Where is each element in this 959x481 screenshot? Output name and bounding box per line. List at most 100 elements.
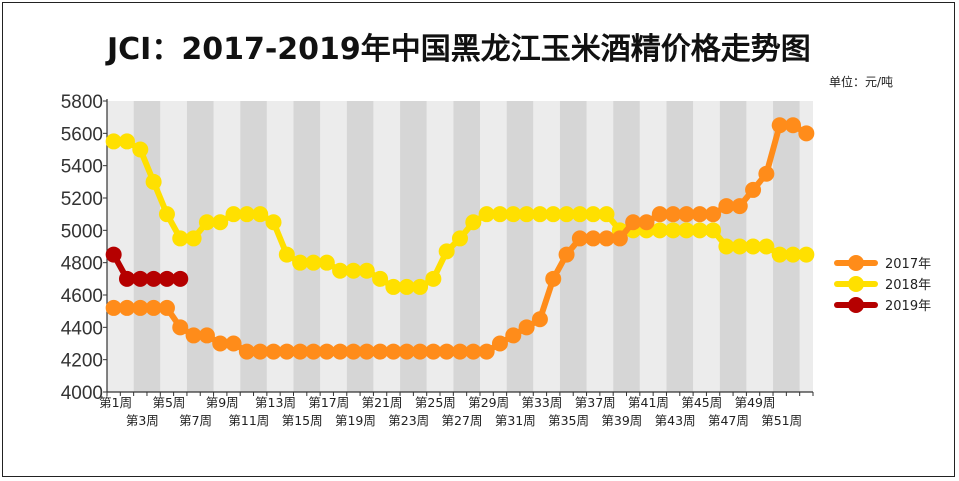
data-point [132,270,149,287]
data-point [638,214,655,231]
x-tick-label: 第37周 [575,395,616,410]
legend-item: 2018年 [834,276,931,293]
x-tick-label: 第15周 [282,413,323,428]
data-point [385,343,402,360]
grid-band [320,101,347,392]
data-point [665,206,682,223]
y-tick-label: 4600 [61,286,103,307]
data-point [145,173,162,190]
data-point [585,230,602,247]
data-point [531,206,548,223]
y-tick-label: 4200 [61,351,103,372]
data-point [691,222,708,239]
data-point [531,311,548,328]
series-layer [105,117,815,360]
x-tick-label: 第43周 [655,413,696,428]
grid-band [400,101,427,392]
data-point [345,262,362,279]
data-point [118,270,135,287]
data-point [105,246,122,263]
data-point [678,206,695,223]
data-point [718,198,735,215]
data-point [265,214,282,231]
x-tick-label: 第17周 [308,395,349,410]
data-point [438,343,455,360]
data-point [425,270,442,287]
data-point [545,206,562,223]
grid-band [639,101,667,392]
data-point [771,246,788,263]
data-point [105,299,122,316]
y-tick-label: 5400 [61,157,103,178]
legend-swatch-marker [848,255,864,271]
x-tick-label: 第19周 [335,413,376,428]
data-point [611,230,628,247]
y-tick-label: 5200 [61,189,103,210]
data-point [452,343,468,360]
x-tick-label: 第35周 [548,413,589,428]
data-point [145,299,162,316]
data-point [332,343,349,360]
data-point [158,206,175,223]
grid-band [240,101,267,392]
data-point [598,206,615,223]
data-point [665,222,682,239]
x-tick-label: 第23周 [388,413,429,428]
data-point [585,206,602,223]
data-point [372,270,389,287]
data-point [105,133,122,150]
data-point [545,270,562,287]
x-tick-label: 第47周 [708,413,749,428]
grid-band [293,101,321,392]
x-tick-label: 第39周 [601,413,642,428]
legend-label: 2019年 [885,299,931,314]
x-tick-label: 第27周 [442,413,483,428]
data-point [238,343,255,360]
legend-swatch-marker [848,297,864,313]
series-2018年 [105,133,815,295]
legend-item: 2017年 [834,255,931,272]
data-point [145,270,162,287]
grid-band [506,101,534,392]
data-point [265,343,282,360]
data-point [212,335,229,352]
data-point [385,278,402,295]
x-tick-label: 第7周 [179,413,212,428]
data-point [118,133,135,150]
data-point [678,222,695,239]
data-point [505,206,522,223]
data-point [212,214,229,231]
grid-band [533,101,560,392]
data-point [465,214,482,231]
data-point [518,206,535,223]
data-point [332,262,349,279]
y-tick-label: 5000 [61,221,103,242]
x-tick-label: 第33周 [521,395,562,410]
data-point [318,254,335,271]
x-tick-label: 第29周 [468,395,509,410]
x-tick-label: 第9周 [206,395,239,410]
data-point [358,343,375,360]
data-point [252,343,269,360]
data-point [785,246,802,263]
x-tick-label: 第51周 [761,413,802,428]
y-tick-label: 4800 [61,254,103,275]
axes: 4000 4200 4400 4600 4800 5000 5200 5400 5600 5800… [61,92,814,428]
data-point [412,343,429,360]
x-tick-label: 第41周 [628,395,669,410]
legend-label: 2018年 [885,278,931,293]
x-tick-label: 第25周 [415,395,456,410]
data-point [718,238,735,255]
grid-band [799,101,813,392]
series-2017年 [105,117,815,360]
grid-band [693,101,720,392]
data-point [198,327,215,344]
data-point [225,335,242,352]
data-point [305,254,322,271]
data-point [625,214,642,231]
data-point [372,343,389,360]
data-point [731,238,748,255]
x-tick-label: 第49周 [735,395,776,410]
grid-band [186,101,214,392]
data-point [651,222,668,239]
